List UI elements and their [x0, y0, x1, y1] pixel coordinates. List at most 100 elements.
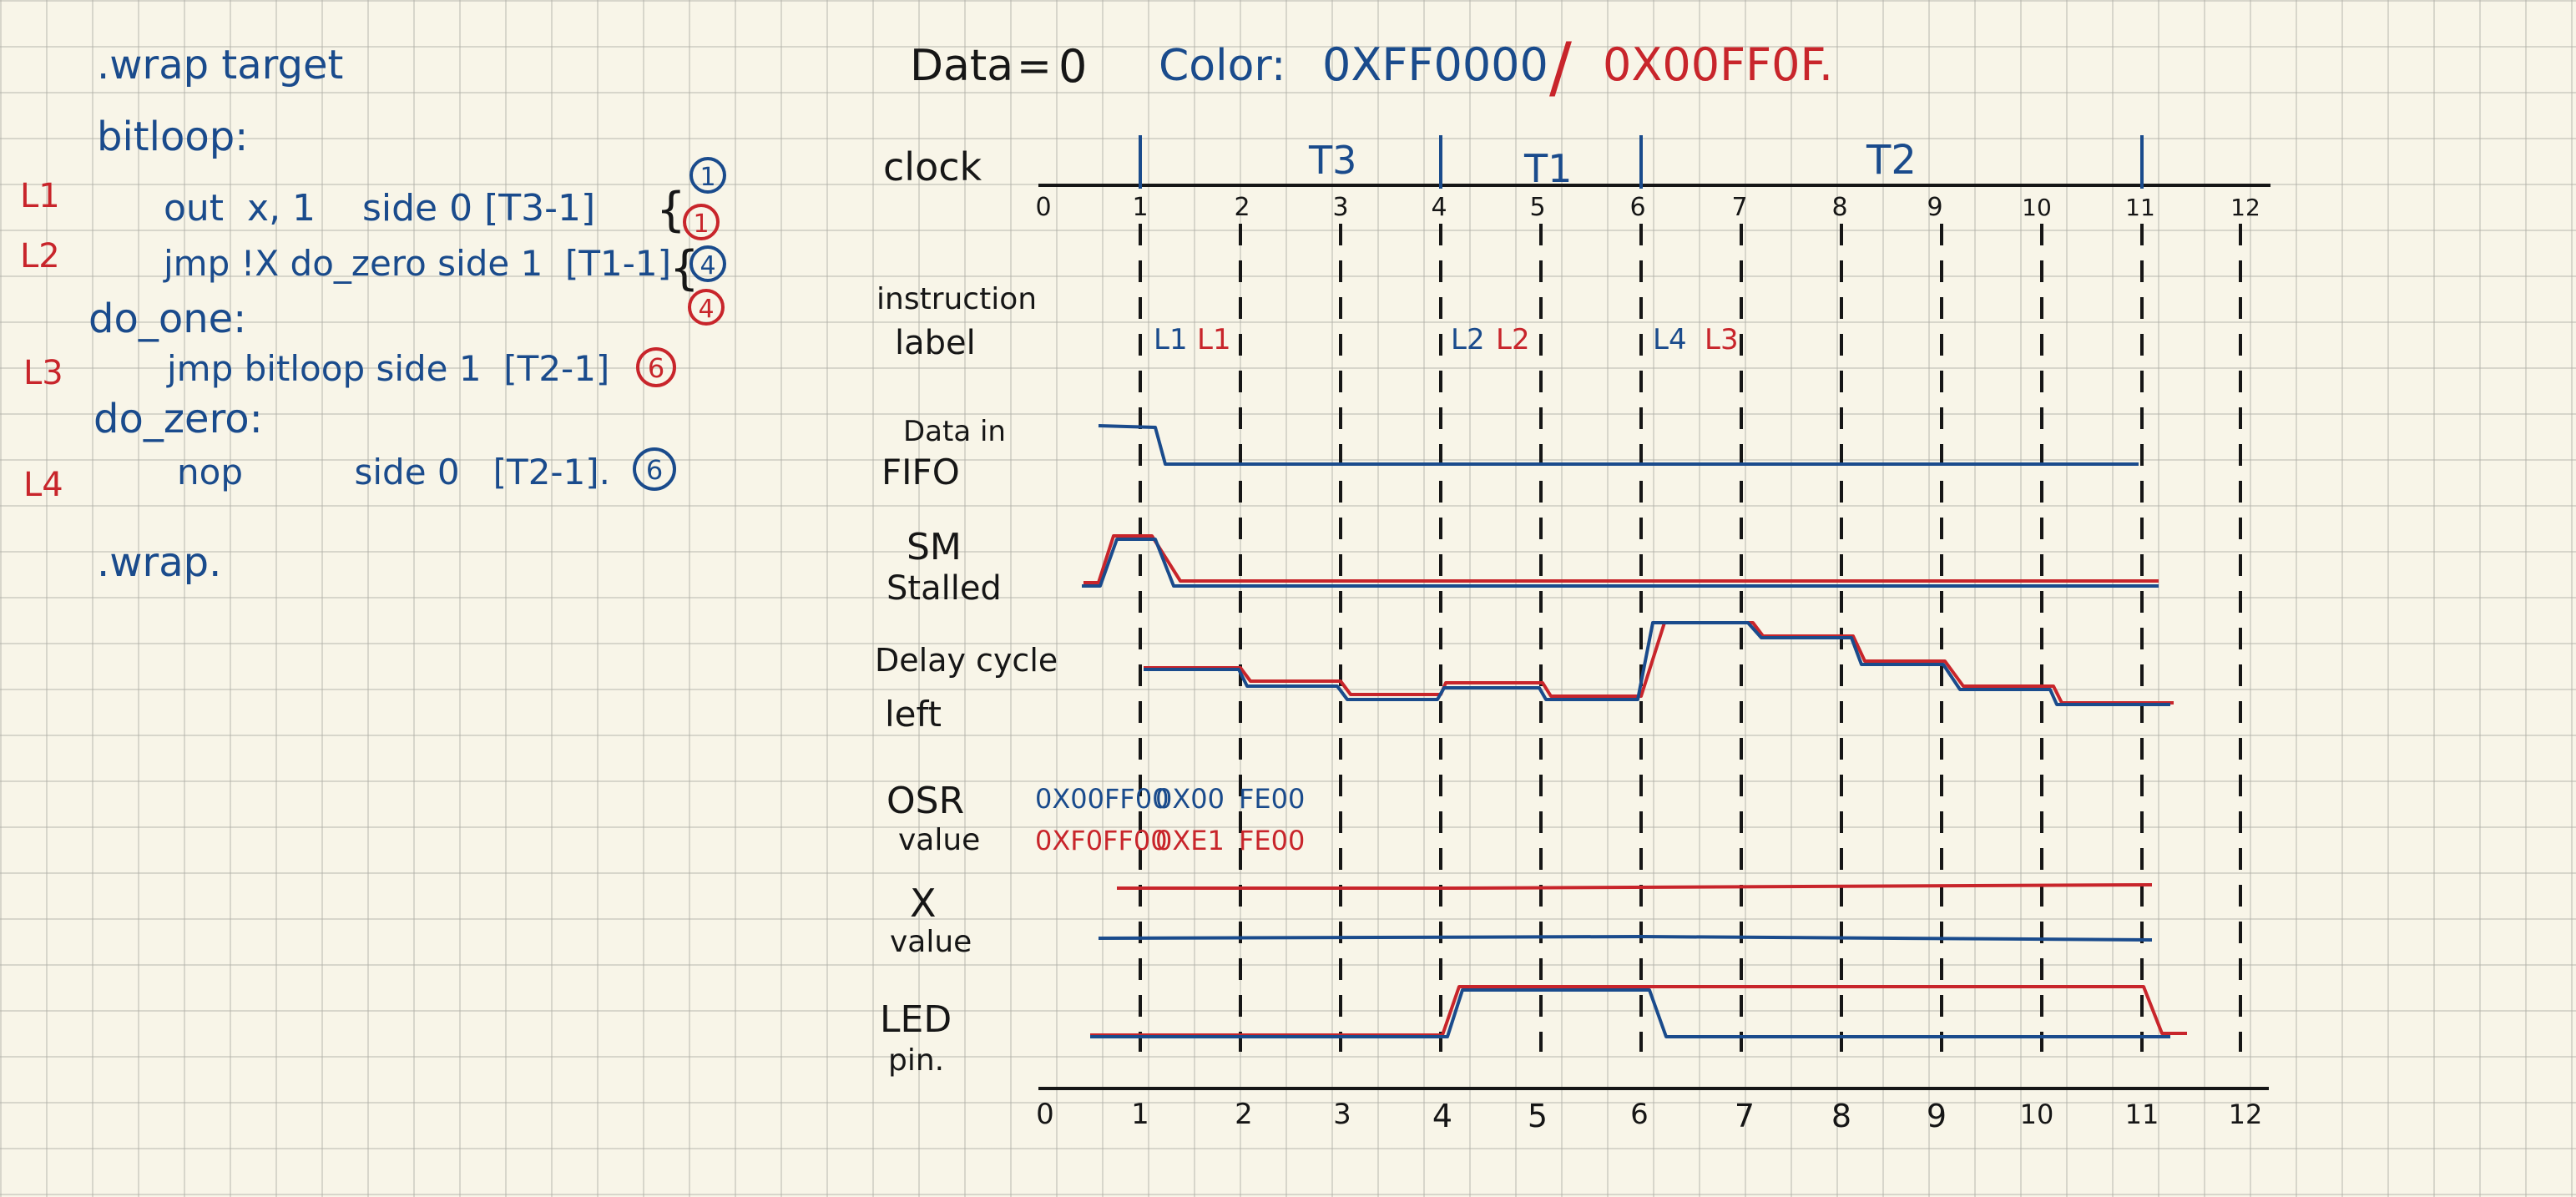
clock-tick-bottom: 9	[1927, 1098, 1947, 1134]
header-slash: /	[1549, 28, 1572, 106]
instr-l1-red: L1	[1197, 323, 1231, 356]
program-line-label-l3: L3	[23, 354, 63, 392]
header-equals: =	[1017, 42, 1052, 90]
cycle-badge-l4	[633, 447, 676, 491]
signal-fifo-label-2: FIFO	[881, 452, 960, 492]
program-do-one-label: do_one:	[88, 295, 246, 342]
osr-blue-a: 0X00FF00	[1035, 783, 1169, 815]
program-line-label-l4: L4	[23, 466, 63, 504]
osr-red-a: 0XF0FF00	[1035, 825, 1168, 856]
signal-stalled-label-2: Stalled	[886, 569, 1002, 608]
program-l1-brace: {	[656, 183, 686, 237]
clock-ticks-bottom: 0 1 2 3 4 5 6 7 8 9 10 11 12	[1036, 1098, 2262, 1134]
header-color-label: Color:	[1159, 41, 1285, 91]
clock-tick-bottom: 0	[1036, 1098, 1054, 1131]
cycle-l4: 6	[646, 454, 663, 486]
delay-wave-red	[1144, 621, 2174, 705]
signal-osr-label: OSR	[886, 780, 964, 822]
period-label-t3: T3	[1308, 138, 1356, 183]
signal-led-label: LED	[880, 998, 952, 1041]
cycle-badge-l3	[636, 347, 676, 387]
clock-tick-top: 5	[1529, 193, 1545, 222]
instr-l2-red: L2	[1496, 323, 1530, 356]
led-wave-blue	[1090, 988, 2170, 1038]
cycle-guides	[1139, 224, 2242, 1052]
clock-tick-top: 3	[1332, 193, 1348, 222]
program-l2-brace: {	[669, 241, 700, 295]
signal-osr-label-2: value	[898, 823, 980, 857]
clock-tick-bottom: 4	[1432, 1098, 1452, 1134]
clock-tick-bottom: 10	[2020, 1099, 2054, 1130]
stalled-wave-red	[1083, 534, 2159, 584]
program-do-zero-label: do_zero:	[93, 396, 263, 442]
clock-tick-top: 2	[1234, 193, 1250, 222]
clock-tick-bottom: 12	[2229, 1099, 2263, 1130]
signal-instruction-label: instruction	[876, 282, 1037, 316]
program-bitloop-label: bitloop:	[97, 114, 248, 160]
program-wrap: .wrap.	[97, 539, 221, 586]
period-label-t1: T1	[1523, 146, 1572, 191]
signal-fifo-label: Data in	[903, 415, 1006, 448]
clock-ticks-top: 0 1 2 3 4 5 6 7 8 9 10 11 12	[1035, 193, 2260, 222]
instr-l1-blue: L1	[1154, 323, 1188, 356]
x-wave-red	[1117, 883, 2153, 890]
cycle-l1-red: 1	[693, 210, 709, 239]
signal-delay-label: Delay cycle	[875, 642, 1058, 679]
clock-tick-top: 7	[1731, 193, 1747, 222]
osr-blue-b: 0X00	[1155, 783, 1225, 815]
signal-delay-label-2: left	[885, 694, 942, 735]
clock-tick-top: 0	[1035, 193, 1051, 222]
instr-l3-red: L3	[1705, 323, 1739, 356]
program-l4-code: nop side 0 [T2-1].	[177, 452, 610, 492]
x-wave-blue	[1098, 935, 2153, 942]
period-label-t2: T2	[1866, 137, 1917, 184]
delay-wave-blue	[1144, 621, 2170, 706]
cycle-l2-red: 4	[698, 295, 714, 324]
clock-tick-top: 9	[1927, 193, 1942, 222]
clock-tick-top: 1	[1132, 193, 1148, 222]
header-color-red: 0X00FF0F.	[1603, 38, 1833, 91]
osr-blue-c: FE00	[1239, 783, 1305, 815]
clock-tick-top: 11	[2125, 194, 2155, 221]
signal-clock-label: clock	[883, 144, 982, 189]
program-l3-code: jmp bitloop side 1 [T2-1]	[166, 348, 609, 389]
waveforms	[1082, 424, 2187, 1038]
header-data-value: 0	[1058, 40, 1087, 93]
clock-tick-bottom: 2	[1235, 1098, 1253, 1131]
led-wave-red	[1090, 985, 2187, 1037]
program-l1-code: out x, 1 side 0 [T3-1]	[164, 187, 595, 230]
clock-tick-top: 12	[2230, 194, 2260, 221]
cycle-l1-blue: 1	[700, 163, 715, 192]
clock-tick-bottom: 11	[2125, 1099, 2159, 1130]
cycle-badge-l2-blue	[689, 245, 726, 282]
program-wrap-target: .wrap target	[97, 42, 343, 88]
clock-tick-bottom: 6	[1630, 1098, 1649, 1131]
signal-stalled-label: SM	[907, 526, 962, 568]
header-data-label: Data	[910, 41, 1013, 91]
clock-tick-top: 10	[2022, 194, 2052, 221]
instr-l4-blue: L4	[1653, 323, 1687, 356]
stalled-wave-blue	[1082, 538, 2159, 588]
program-l2-code: jmp !X do_zero side 1 [T1-1]	[163, 243, 671, 284]
program-line-label-l2: L2	[20, 237, 60, 275]
program-line-label-l1: L1	[20, 177, 60, 215]
osr-red-b: 0XE1	[1155, 825, 1225, 856]
cycle-badge-l1-blue	[689, 157, 726, 194]
cycle-badge-l2-red	[688, 289, 725, 326]
cycle-badge-l1-red	[683, 204, 720, 240]
clock-tick-top: 6	[1629, 193, 1645, 222]
period-markers	[1139, 135, 2144, 189]
cycle-l2-blue: 4	[700, 251, 715, 280]
signal-x-label-2: value	[890, 925, 972, 959]
clock-tick-bottom: 5	[1528, 1098, 1548, 1134]
osr-red-c: FE00	[1239, 825, 1305, 856]
clock-tick-bottom: 3	[1333, 1098, 1351, 1131]
signal-x-label: X	[910, 881, 937, 926]
fifo-wave-blue	[1098, 424, 2139, 466]
clock-tick-bottom: 1	[1131, 1098, 1149, 1131]
clock-tick-top: 4	[1431, 193, 1447, 222]
clock-tick-top: 8	[1831, 193, 1847, 222]
clock-tick-bottom: 7	[1735, 1098, 1755, 1134]
cycle-l3: 6	[648, 352, 664, 384]
